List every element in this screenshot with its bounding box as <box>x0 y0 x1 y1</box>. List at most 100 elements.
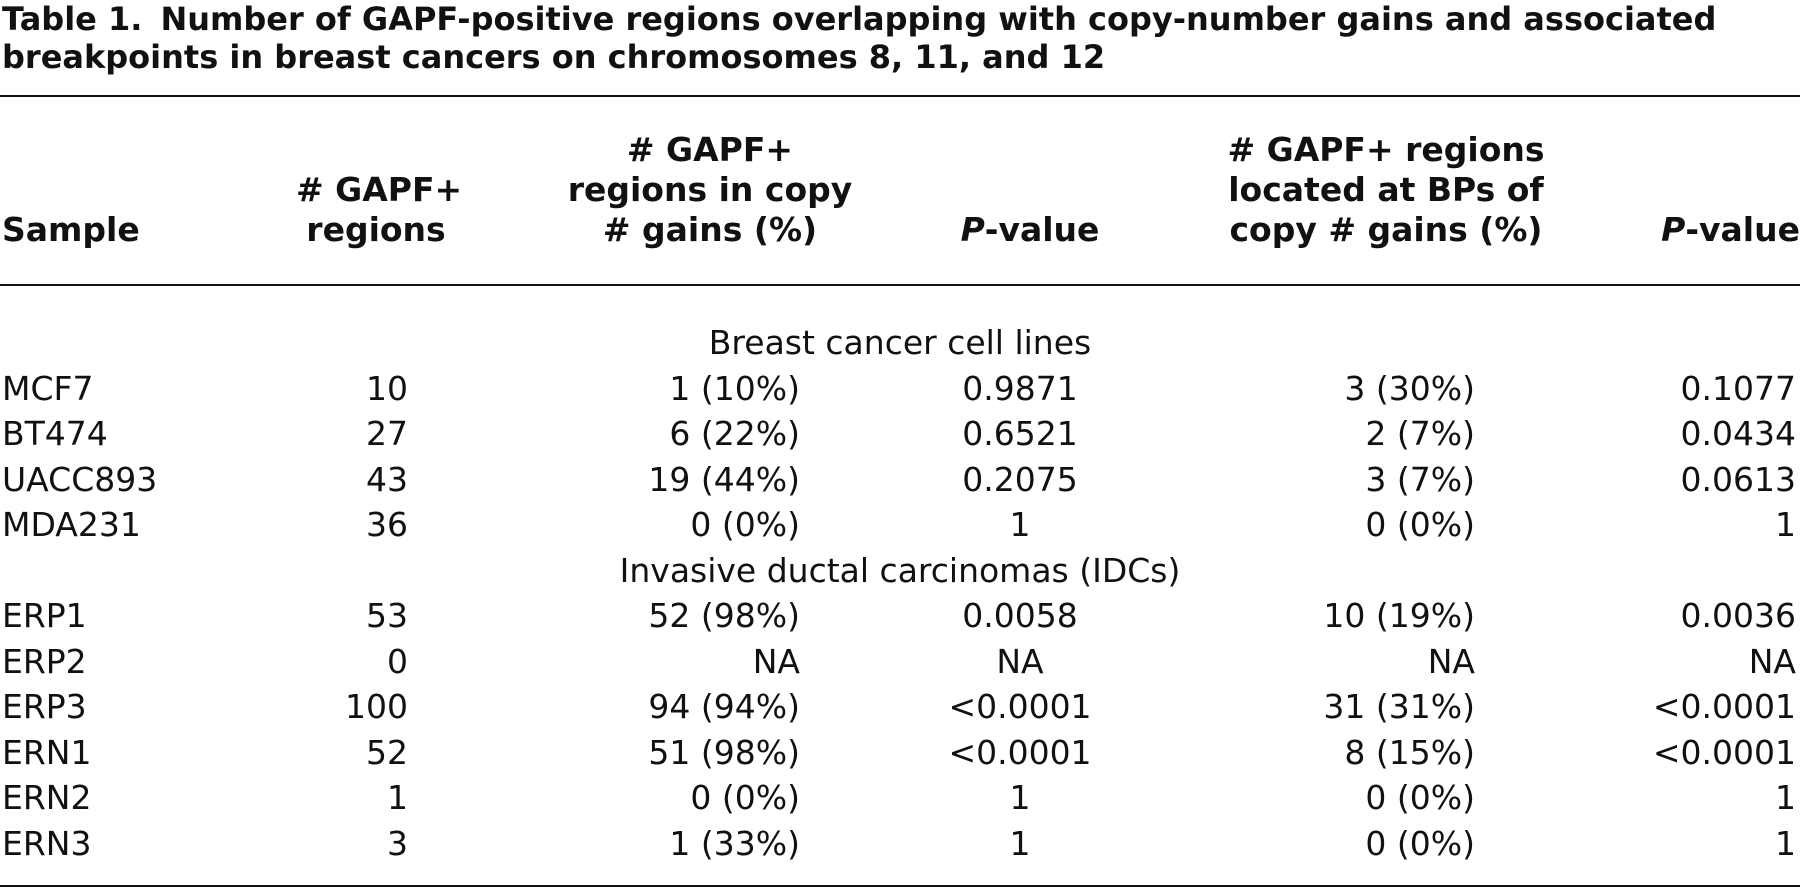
header-p-value-2: P-value <box>1618 210 1800 250</box>
header-line: # gains (%) <box>602 210 818 249</box>
cell-sample: UACC893 <box>2 459 158 499</box>
cell-p-value-2: 1 <box>1775 778 1796 817</box>
cell-gapf-regions: 43 <box>366 459 408 499</box>
table-row: ERP1 53 52 (98%) 0.0058 10 (19%) 0.0036 <box>0 593 1800 639</box>
header-rule <box>0 284 1800 286</box>
cell-regions-at-bps: 0 (0%) <box>1365 778 1475 817</box>
bottom-rule <box>0 885 1800 887</box>
cell-p-value-1: <0.0001 <box>948 687 1092 726</box>
cell-regions-at-bps: 0 (0%) <box>1365 823 1475 863</box>
table-row: ERP3 100 94 (94%) <0.0001 31 (31%) <0.0001 <box>0 684 1800 730</box>
cell-p-value-1: 0.6521 <box>962 414 1078 453</box>
cell-regions-in-gains: 0 (0%) <box>690 505 800 544</box>
cell-p-value-1: 1 <box>1009 505 1031 544</box>
header-line: # GAPF+ <box>296 170 463 209</box>
section-title: Breast cancer cell lines <box>708 323 1092 362</box>
cell-gapf-regions: 36 <box>366 505 408 544</box>
header-line: P-value <box>940 210 1120 250</box>
cell-sample: ERN3 <box>2 823 92 863</box>
cell-regions-at-bps: NA <box>1427 641 1475 681</box>
cell-gapf-regions: 27 <box>366 414 408 453</box>
header-p-italic: P <box>1661 210 1686 249</box>
cell-p-value-2: 1 <box>1775 505 1796 544</box>
cell-p-value-2: 1 <box>1775 823 1796 863</box>
cell-p-value-1: 0.2075 <box>962 459 1078 499</box>
cell-p-value-2: NA <box>1748 641 1796 681</box>
cell-gapf-regions: 3 <box>387 823 408 863</box>
cell-p-value-1: NA <box>996 641 1044 681</box>
cell-regions-in-gains: 0 (0%) <box>690 778 800 817</box>
header-line: regions in copy <box>567 170 853 209</box>
table-row: MDA231 36 0 (0%) 1 0 (0%) 1 <box>0 502 1800 548</box>
cell-regions-in-gains: 19 (44%) <box>648 459 800 499</box>
table-row: ERP2 0 NA NA NA NA <box>0 639 1800 685</box>
header-sample: Sample <box>2 210 140 250</box>
table-row: UACC893 43 19 (44%) 0.2075 3 (7%) 0.0613 <box>0 457 1800 503</box>
header-line: located at BPs of <box>1228 170 1544 209</box>
cell-regions-in-gains: 1 (33%) <box>669 823 800 863</box>
cell-regions-at-bps: 3 (30%) <box>1344 368 1475 408</box>
cell-regions-at-bps: 8 (15%) <box>1344 732 1475 772</box>
cell-p-value-1: <0.0001 <box>948 732 1092 772</box>
header-line: P-value <box>1618 210 1800 250</box>
cell-regions-in-gains: NA <box>752 641 800 681</box>
header-gapf-regions: # GAPF+ regions <box>296 170 463 250</box>
table-body: Breast cancer cell lines MCF7 1 0 1 (10%) 0.9… <box>0 320 1800 866</box>
section-title: Invasive ductal carcinomas (IDCs) <box>619 550 1181 590</box>
table-row: ERN3 3 1 (33%) 1 0 (0%) 1 <box>0 821 1800 867</box>
cell-p-value-1: 0.0058 <box>962 596 1078 635</box>
top-rule <box>0 95 1800 97</box>
cell-p-value-2: 0.1077 <box>1680 368 1796 408</box>
cell-p-value-2: <0.0001 <box>1652 687 1796 726</box>
cell-gapf-regions: 1 <box>387 778 408 817</box>
cell-sample: ERN2 <box>2 778 92 817</box>
table-row: BT474 27 6 (22%) 0.6521 2 (7%) 0.0434 <box>0 411 1800 457</box>
table-row: ERN2 1 0 (0%) 1 0 (0%) 1 <box>0 775 1800 821</box>
cell-p-value-1: 0.9871 <box>962 368 1078 408</box>
header-regions-at-bps: # GAPF+ regions located at BPs of copy #… <box>1206 130 1566 250</box>
cell-sample: ERN1 <box>2 732 92 772</box>
cell-gapf-regions: 52 <box>366 732 408 772</box>
cell-gapf-regions: 53 <box>366 596 408 635</box>
cell-p-value-1: 1 <box>1009 823 1031 863</box>
cell-regions-in-gains: 1 (10%) <box>669 368 800 408</box>
table-label: Table 1. <box>2 0 143 38</box>
header-regions-in-gains: # GAPF+ regions in copy # gains (%) <box>540 130 880 250</box>
cell-regions-at-bps: 31 (31%) <box>1323 687 1475 726</box>
cell-p-value-2: 0.0036 <box>1680 596 1796 635</box>
header-p-rest: -value <box>1685 210 1800 249</box>
cell-regions-at-bps: 3 (7%) <box>1365 459 1475 499</box>
header-p-rest: -value <box>984 210 1100 249</box>
cell-sample: ERP1 <box>2 596 87 635</box>
cell-p-value-1: 1 <box>1009 778 1031 817</box>
cell-regions-in-gains: 52 (98%) <box>648 596 800 635</box>
table-title: Number of GAPF-positive regions overlapp… <box>2 0 1717 76</box>
cell-regions-at-bps: 2 (7%) <box>1365 414 1475 453</box>
cell-p-value-2: <0.0001 <box>1652 732 1796 772</box>
header-p-value-1: P-value <box>940 210 1120 250</box>
table-row: ERN1 52 51 (98%) <0.0001 8 (15%) <0.0001 <box>0 730 1800 776</box>
cell-regions-at-bps: 10 (19%) <box>1323 596 1475 635</box>
section-heading: Breast cancer cell lines <box>0 320 1800 366</box>
cell-p-value-2: 0.0434 <box>1680 414 1796 453</box>
cell-regions-in-gains: 94 (94%) <box>648 687 800 726</box>
cell-sample: ERP2 <box>2 641 87 681</box>
cell-sample: BT474 <box>2 414 108 453</box>
cell-regions-in-gains: 6 (22%) <box>669 414 800 453</box>
header-line: # GAPF+ <box>626 130 794 169</box>
cell-regions-in-gains: 51 (98%) <box>648 732 800 772</box>
cell-sample: ERP3 <box>2 687 87 726</box>
cell-regions-at-bps: 0 (0%) <box>1365 505 1475 544</box>
cell-gapf-regions: 0 <box>387 641 408 681</box>
cell-sample: MCF7 <box>2 368 94 408</box>
cell-gapf-regions: 100 <box>345 687 408 726</box>
header-line: # GAPF+ regions <box>1227 130 1545 169</box>
header-p-italic: P <box>960 210 985 249</box>
section-heading: Invasive ductal carcinomas (IDCs) <box>0 548 1800 594</box>
header-line: regions <box>306 210 446 249</box>
cell-sample: MDA231 <box>2 505 141 544</box>
table-row: MCF7 10 1 (10%) 0.9871 3 (30%) 0.1077 <box>0 366 1800 412</box>
cell-p-value-2: 0.0613 <box>1680 459 1796 499</box>
header-line: copy # gains (%) <box>1229 210 1543 249</box>
table-caption: Table 1. Number of GAPF-positive regions … <box>2 0 1792 76</box>
